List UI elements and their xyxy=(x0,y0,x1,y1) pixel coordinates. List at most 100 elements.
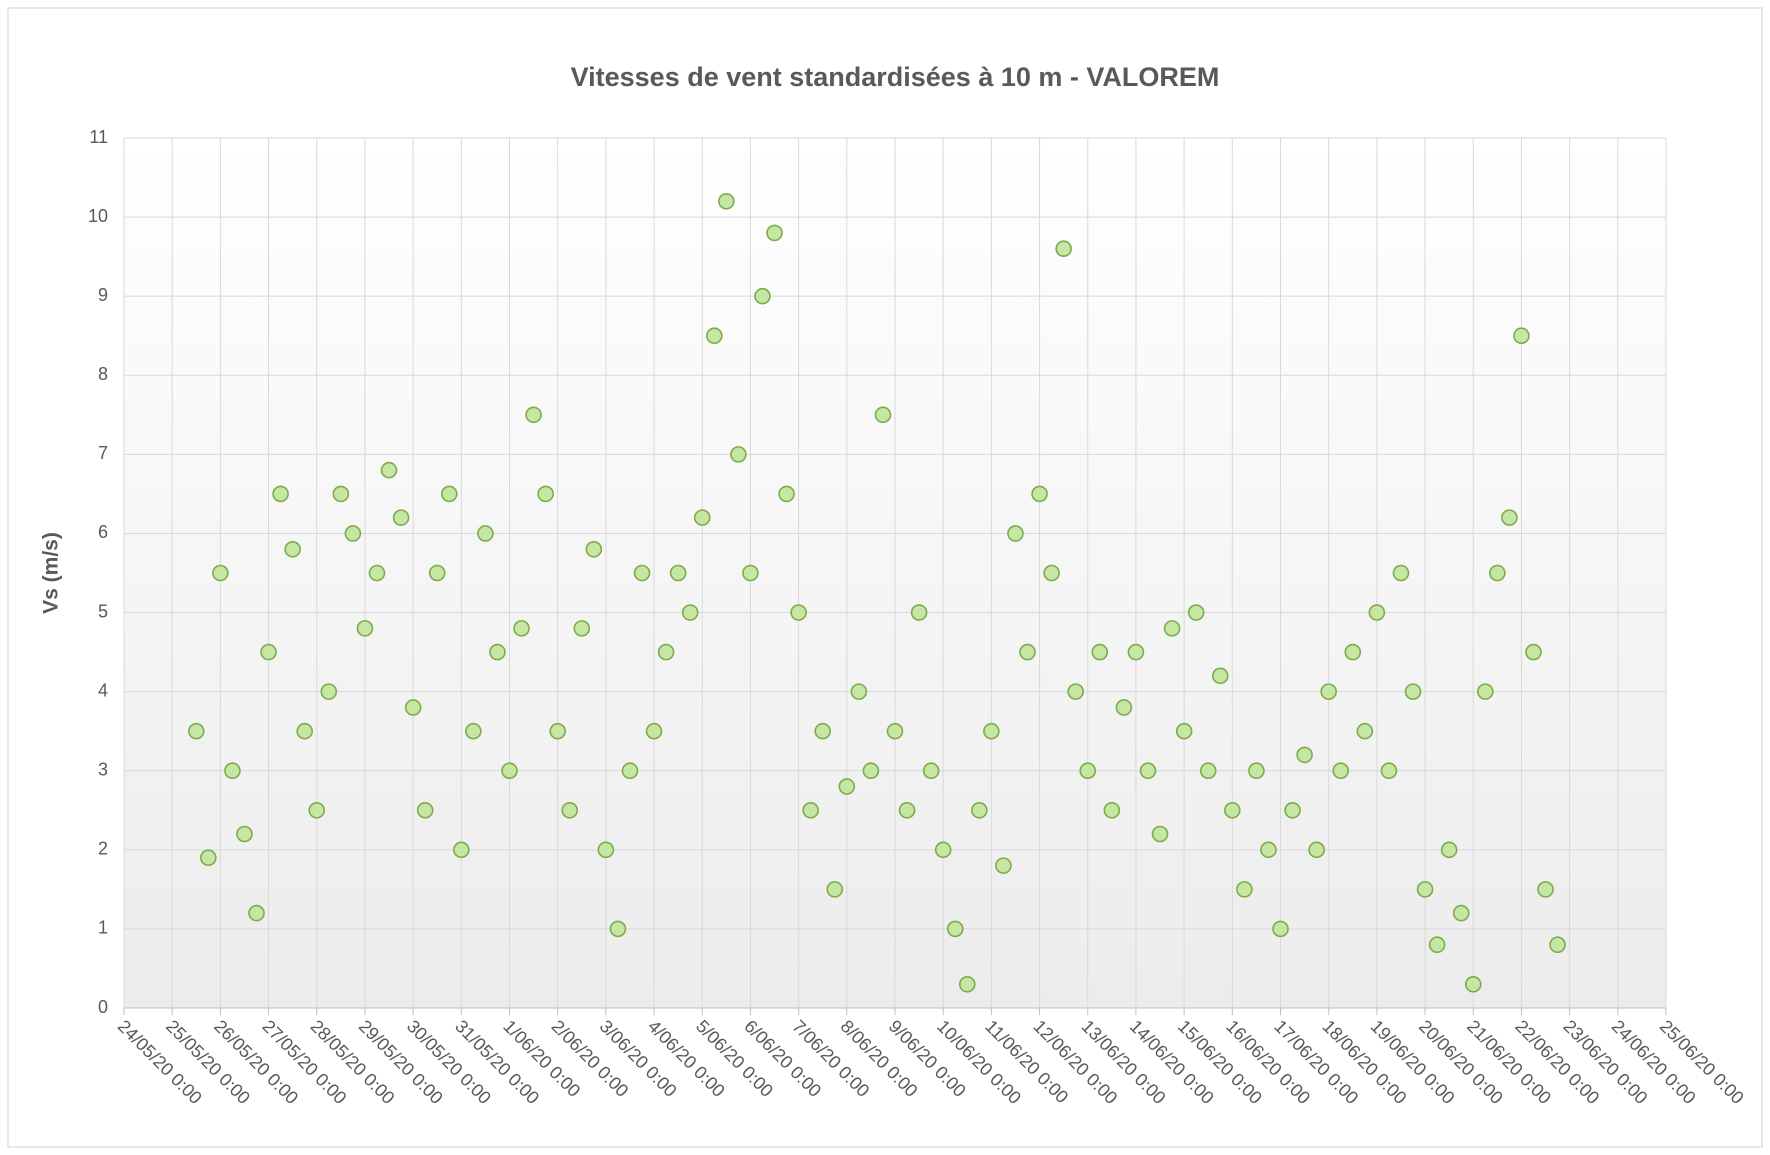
data-point xyxy=(1428,936,1446,954)
y-tick-label: 5 xyxy=(98,601,108,621)
data-point xyxy=(1007,525,1024,542)
data-point xyxy=(1031,485,1048,503)
data-point xyxy=(1127,643,1145,661)
data-point xyxy=(1476,683,1494,700)
data-point xyxy=(1296,746,1313,764)
data-point xyxy=(501,762,518,780)
y-tick-label: 0 xyxy=(98,997,108,1017)
data-point xyxy=(645,722,663,740)
data-point xyxy=(585,540,603,558)
data-point xyxy=(296,722,314,740)
data-point xyxy=(1199,762,1217,780)
data-point xyxy=(633,564,651,582)
data-point xyxy=(1380,762,1398,780)
data-point xyxy=(200,849,217,867)
data-point xyxy=(1452,904,1470,922)
data-point xyxy=(561,801,579,819)
data-point xyxy=(971,801,988,819)
data-point xyxy=(368,564,386,582)
data-point xyxy=(826,881,844,898)
data-point xyxy=(236,825,253,843)
data-point xyxy=(983,722,1000,740)
data-point xyxy=(1224,801,1241,819)
data-point xyxy=(380,461,398,479)
data-point xyxy=(874,406,892,424)
data-point xyxy=(1416,881,1434,898)
data-point xyxy=(1440,841,1458,859)
data-point xyxy=(814,722,832,740)
data-point xyxy=(489,643,506,661)
data-point xyxy=(1489,564,1506,582)
data-point xyxy=(1549,936,1566,954)
data-point xyxy=(1236,881,1253,898)
data-point xyxy=(1067,683,1085,700)
data-point xyxy=(272,485,289,503)
data-point xyxy=(946,920,964,938)
data-point xyxy=(344,525,362,542)
data-point xyxy=(1187,604,1205,621)
data-point xyxy=(1392,564,1410,582)
y-tick-label: 10 xyxy=(88,206,108,226)
y-tick-label: 4 xyxy=(98,680,108,700)
data-point xyxy=(212,564,229,582)
y-tick-label: 9 xyxy=(98,285,108,305)
data-point xyxy=(597,841,615,859)
data-point xyxy=(718,192,735,210)
data-point xyxy=(1115,699,1133,716)
data-point xyxy=(669,564,687,582)
data-point xyxy=(440,485,458,503)
y-tick-label: 8 xyxy=(98,364,108,384)
data-point xyxy=(260,643,277,661)
data-point xyxy=(1284,801,1301,819)
data-point xyxy=(1260,841,1277,859)
data-point xyxy=(1211,667,1229,685)
data-point xyxy=(621,762,639,780)
data-point xyxy=(537,485,554,503)
data-point xyxy=(681,604,699,621)
data-point xyxy=(1356,722,1374,740)
data-point xyxy=(790,604,807,621)
data-point xyxy=(549,722,566,740)
data-point xyxy=(850,683,868,700)
data-point xyxy=(778,485,795,503)
data-point xyxy=(1151,825,1169,843)
data-point xyxy=(453,841,470,859)
data-point xyxy=(934,841,952,859)
y-tick-label: 11 xyxy=(89,127,108,147)
data-point xyxy=(657,643,675,661)
y-axis-label: Vs (m/s) xyxy=(40,532,63,614)
data-point xyxy=(1308,841,1325,859)
data-point xyxy=(742,564,759,582)
data-point xyxy=(838,778,856,795)
data-point xyxy=(513,620,530,637)
data-point xyxy=(1248,762,1265,780)
data-point xyxy=(416,801,434,819)
data-point xyxy=(1525,643,1542,661)
data-point xyxy=(1091,643,1109,661)
data-point xyxy=(1513,327,1530,345)
data-point xyxy=(1320,683,1337,700)
data-point xyxy=(404,699,422,716)
data-point xyxy=(862,762,880,780)
y-tick-label: 6 xyxy=(98,522,108,542)
data-point xyxy=(1175,722,1193,740)
data-point xyxy=(477,525,494,542)
data-point xyxy=(332,485,350,503)
data-point xyxy=(922,762,940,780)
data-point xyxy=(1332,762,1350,780)
data-point xyxy=(1501,509,1518,526)
data-point xyxy=(1464,975,1482,993)
data-point xyxy=(1103,801,1121,819)
data-point xyxy=(320,683,338,700)
y-tick-label: 1 xyxy=(98,918,108,938)
data-point xyxy=(1055,240,1072,258)
data-point xyxy=(187,722,205,740)
data-point xyxy=(308,801,326,819)
data-point xyxy=(1139,762,1157,780)
data-point xyxy=(1537,881,1554,898)
data-point xyxy=(525,406,542,424)
data-point xyxy=(1344,643,1362,661)
data-point xyxy=(910,604,928,621)
data-point xyxy=(802,801,819,819)
